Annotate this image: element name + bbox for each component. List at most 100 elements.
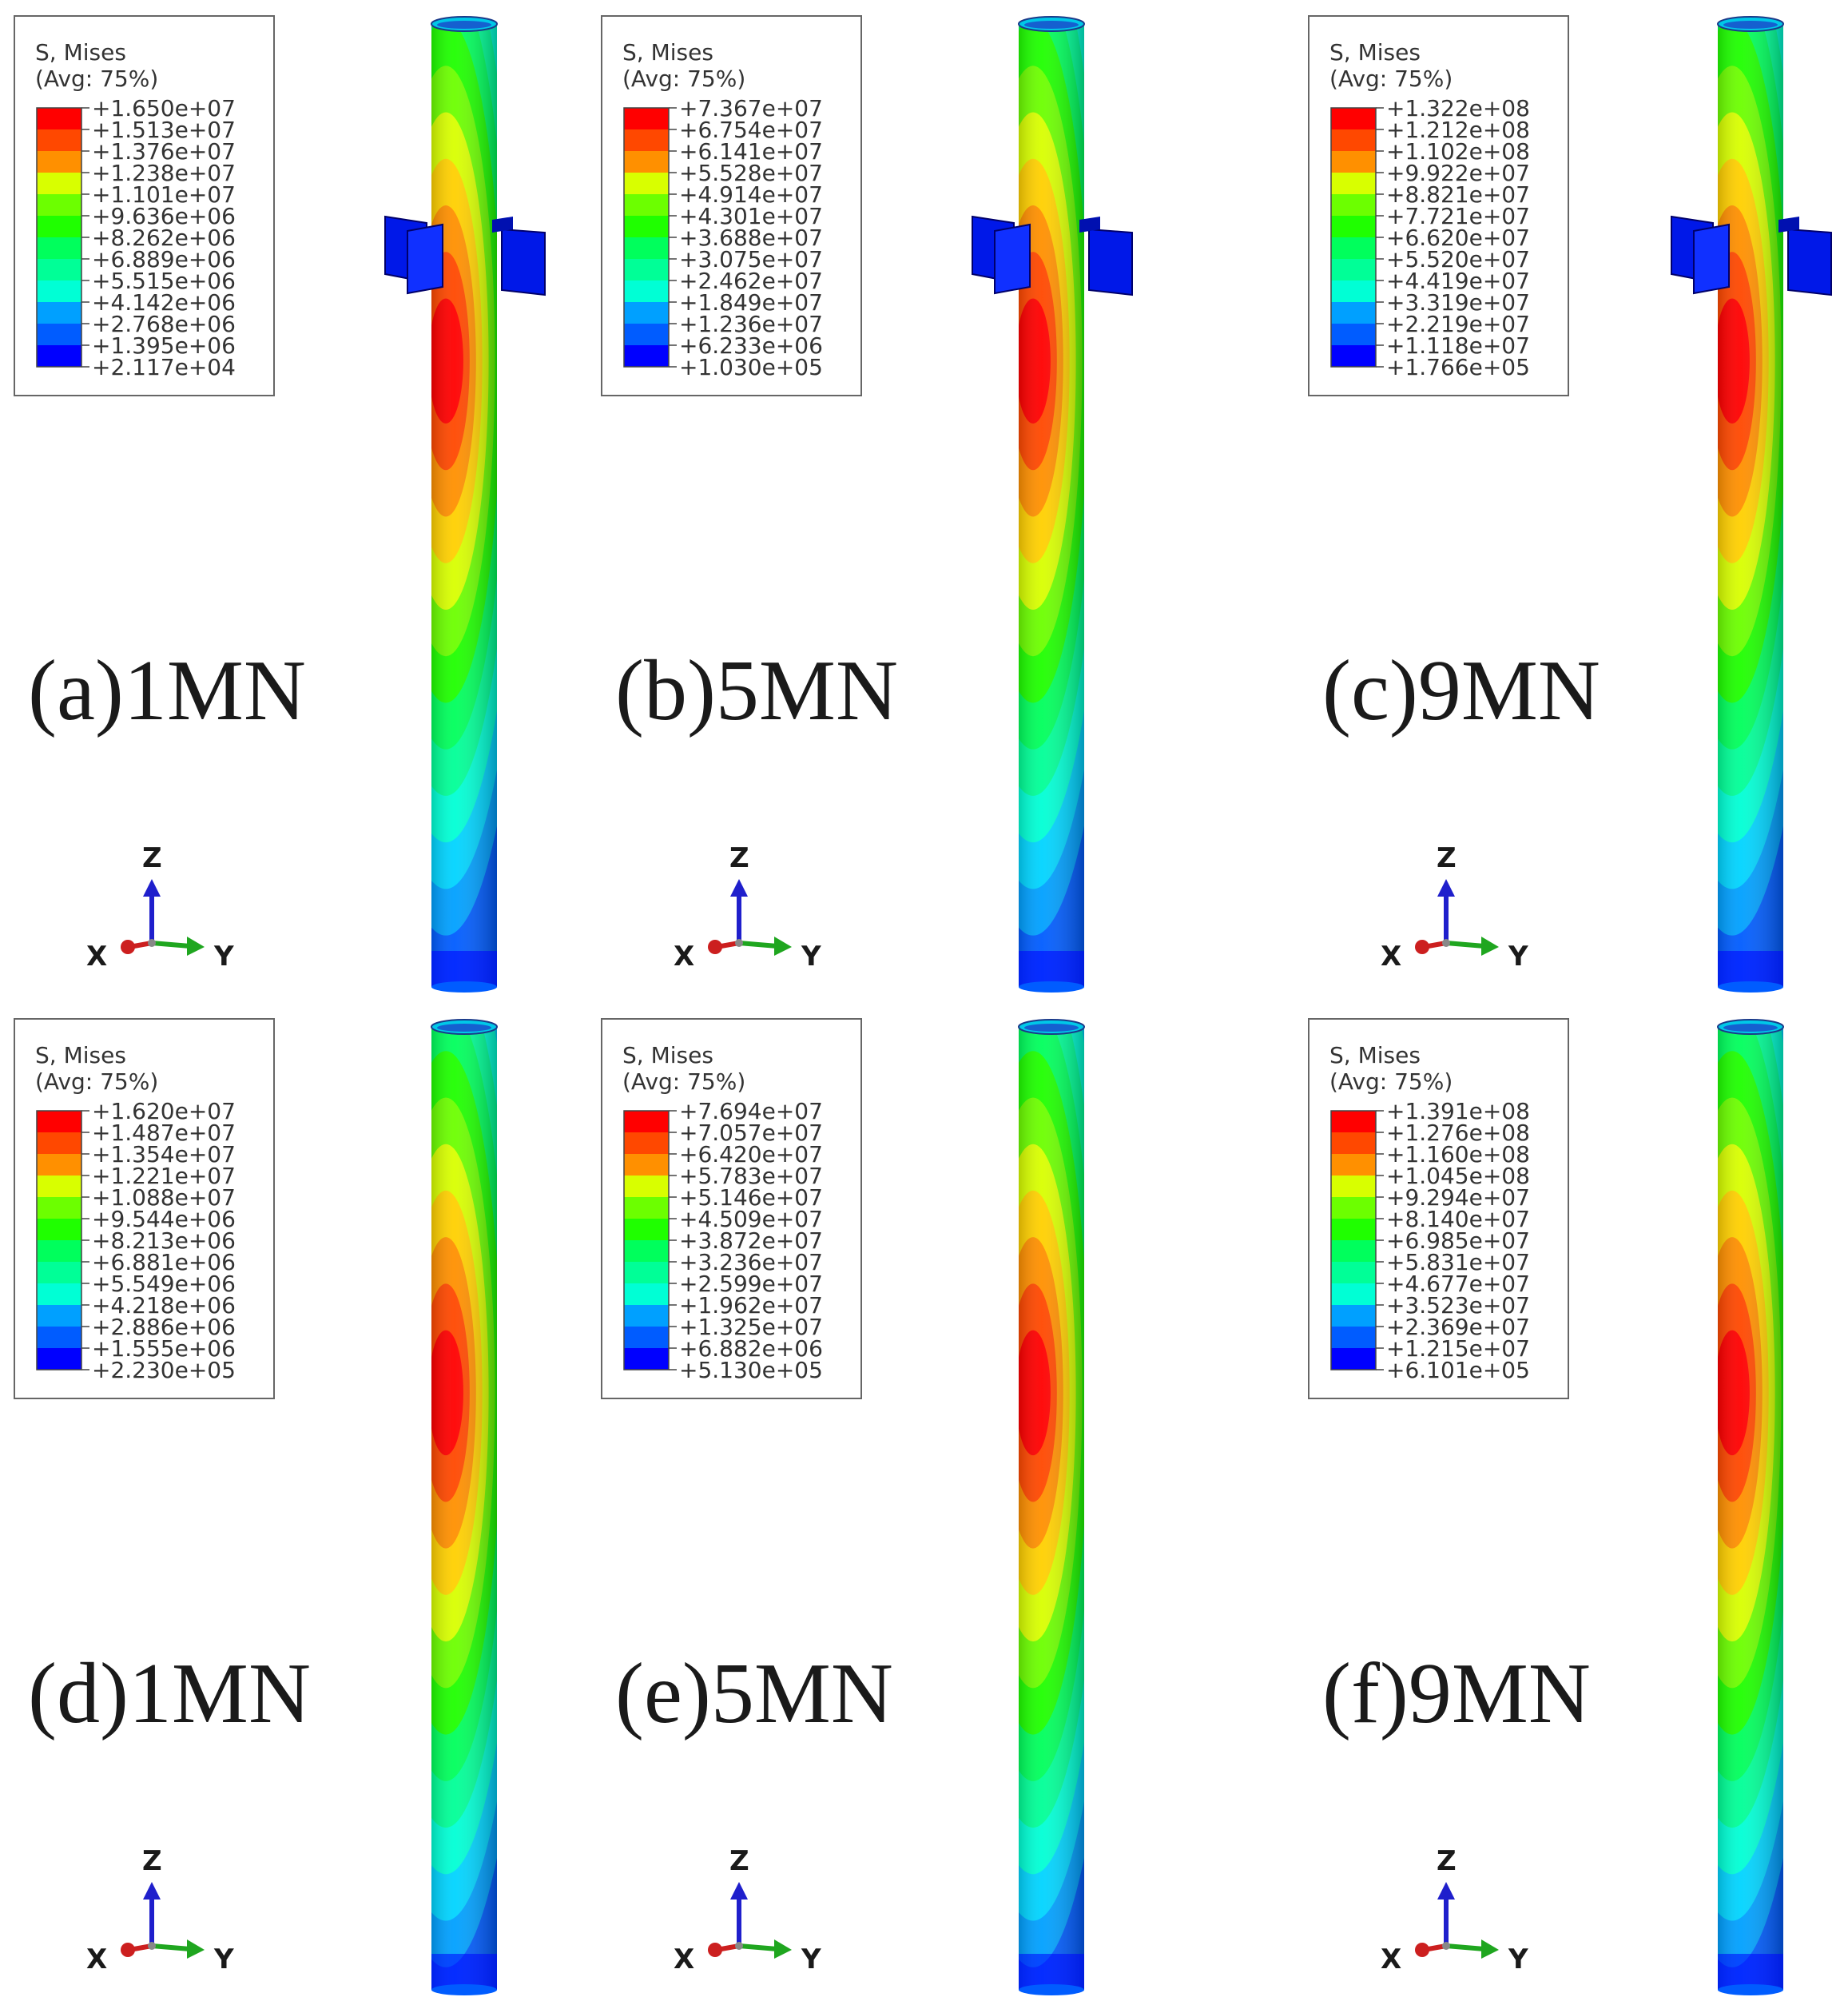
- legend-swatch: [1331, 1348, 1376, 1370]
- y-axis-arrowhead: [1481, 937, 1499, 956]
- pile-bottom-band: [1718, 1954, 1783, 1990]
- legend-subtitle: (Avg: 75%): [622, 66, 745, 92]
- pile-shading: [1019, 1027, 1084, 1990]
- legend-swatch: [37, 1305, 81, 1327]
- x-axis-arrowhead: [708, 940, 722, 954]
- legend: S, Mises(Avg: 75%)+7.367e+07+6.754e+07+6…: [601, 15, 862, 396]
- legend-swatch: [624, 345, 669, 367]
- legend-value: +4.142e+06: [92, 289, 236, 316]
- panel-c: S, Mises(Avg: 75%)+1.322e+08+1.212e+08+1…: [1308, 15, 1832, 993]
- legend-swatch: [1331, 1240, 1376, 1262]
- legend-value: +1.160e+08: [1386, 1141, 1530, 1168]
- legend-value: +8.821e+07: [1386, 181, 1530, 208]
- legend-swatch: [1331, 1283, 1376, 1305]
- legend-swatch: [1331, 1111, 1376, 1132]
- legend-swatch: [37, 108, 81, 129]
- legend-value: +6.881e+06: [92, 1249, 236, 1275]
- y-axis-label: Y: [801, 941, 821, 973]
- legend-swatch: [1331, 1132, 1376, 1154]
- legend-value: +8.213e+06: [92, 1227, 236, 1254]
- legend-swatch: [1331, 108, 1376, 129]
- z-axis-label: Z: [142, 1845, 162, 1877]
- legend-value: +1.322e+08: [1386, 95, 1530, 121]
- axis-triad: Z X Y: [674, 1845, 821, 1975]
- legend-value: +6.101e+05: [1386, 1357, 1530, 1383]
- legend-value: +8.262e+06: [92, 225, 236, 251]
- legend-title: S, Mises: [35, 1042, 126, 1068]
- legend-swatch: [1331, 129, 1376, 151]
- panel-label: (c)9MN: [1322, 643, 1600, 738]
- legend-swatch: [37, 1283, 81, 1305]
- panel-d: S, Mises(Avg: 75%)+1.620e+07+1.487e+07+1…: [14, 1018, 498, 1995]
- legend-swatch: [37, 1262, 81, 1283]
- legend-swatch: [37, 173, 81, 194]
- x-axis-arrowhead: [121, 1943, 135, 1957]
- legend-swatch: [624, 1219, 669, 1240]
- legend-value: +3.075e+07: [679, 246, 823, 272]
- legend-swatch: [37, 1176, 81, 1197]
- legend-value: +3.523e+07: [1386, 1292, 1530, 1319]
- legend-swatch: [37, 1154, 81, 1176]
- legend-value: +2.117e+04: [92, 354, 236, 380]
- legend-value: +5.528e+07: [679, 160, 823, 186]
- legend: S, Mises(Avg: 75%)+1.391e+08+1.276e+08+1…: [1308, 1018, 1569, 1399]
- triad-origin: [1442, 939, 1450, 947]
- panel-label: (d)1MN: [28, 1646, 311, 1741]
- pile-top-opening: [437, 21, 491, 29]
- legend-swatch: [1331, 173, 1376, 194]
- pile-shading: [431, 1027, 497, 1990]
- panel-a: S, Mises(Avg: 75%)+1.650e+07+1.513e+07+1…: [14, 15, 546, 993]
- legend-value: +1.030e+05: [679, 354, 823, 380]
- x-axis-arrowhead: [121, 940, 135, 954]
- legend-value: +5.130e+05: [679, 1357, 823, 1383]
- legend: S, Mises(Avg: 75%)+1.620e+07+1.487e+07+1…: [14, 1018, 275, 1399]
- z-axis-arrowhead: [1437, 1882, 1455, 1900]
- legend-value: +1.102e+08: [1386, 138, 1530, 165]
- pile-bottom-band: [431, 1954, 497, 1990]
- pile-bottom-edge: [1718, 981, 1783, 993]
- clamp-plate-front: [994, 223, 1031, 295]
- triad-origin: [1442, 1942, 1450, 1950]
- y-axis-arrow: [738, 1943, 778, 1951]
- legend-swatch: [37, 280, 81, 302]
- legend-swatch: [1331, 324, 1376, 345]
- y-axis-label: Y: [801, 1943, 821, 1975]
- legend-value: +5.520e+07: [1386, 246, 1530, 272]
- pile-shading: [1718, 24, 1783, 987]
- panel-label: (f)9MN: [1322, 1646, 1591, 1741]
- y-axis-label: Y: [213, 1943, 234, 1975]
- legend-swatch: [37, 1240, 81, 1262]
- legend-swatch: [1331, 345, 1376, 367]
- panel-label: (e)5MN: [615, 1646, 893, 1741]
- triad-origin: [148, 1942, 156, 1950]
- legend-swatch: [1331, 302, 1376, 324]
- pile-body: [431, 1027, 497, 1990]
- panel-e: S, Mises(Avg: 75%)+7.694e+07+7.057e+07+6…: [601, 1018, 1085, 1995]
- legend-value: +6.233e+06: [679, 332, 823, 359]
- legend-value: +5.515e+06: [92, 268, 236, 294]
- legend-subtitle: (Avg: 75%): [622, 1068, 745, 1095]
- legend-value: +6.620e+07: [1386, 225, 1530, 251]
- legend-swatch: [37, 345, 81, 367]
- legend-value: +5.549e+06: [92, 1271, 236, 1297]
- y-axis-arrow: [1445, 941, 1485, 949]
- z-axis-arrowhead: [143, 1882, 161, 1900]
- legend-swatch: [37, 237, 81, 259]
- legend-value: +1.376e+07: [92, 138, 236, 165]
- legend-swatch: [1331, 1154, 1376, 1176]
- panel-label: (a)1MN: [28, 643, 306, 738]
- legend-value: +1.650e+07: [92, 95, 236, 121]
- legend-swatch: [624, 1305, 669, 1327]
- legend-value: +4.509e+07: [679, 1206, 823, 1232]
- legend-swatch: [624, 280, 669, 302]
- legend-value: +6.754e+07: [679, 117, 823, 143]
- legend-swatch: [1331, 1305, 1376, 1327]
- legend-value: +1.215e+07: [1386, 1335, 1530, 1362]
- triad-origin: [735, 1942, 743, 1950]
- legend-value: +1.101e+07: [92, 181, 236, 208]
- legend-swatch: [624, 1176, 669, 1197]
- pile-bottom-edge: [1718, 1984, 1783, 1995]
- legend-value: +4.677e+07: [1386, 1271, 1530, 1297]
- clamp-plate-right: [1088, 228, 1133, 296]
